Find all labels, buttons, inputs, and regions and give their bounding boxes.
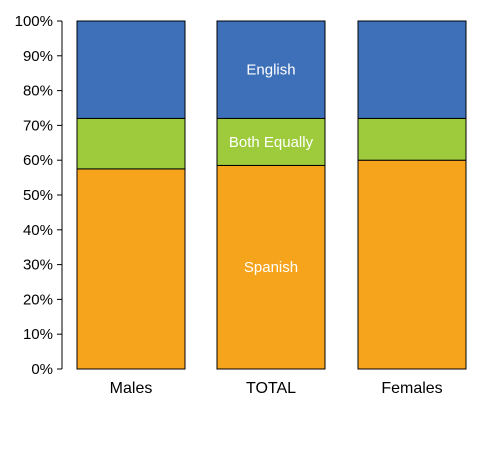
- segment-label: English: [246, 62, 295, 79]
- x-axis-labels: Males TOTAL Females: [110, 380, 443, 397]
- bar-segment-spanish: [216, 164, 326, 370]
- y-tick-label: 80%: [23, 83, 53, 100]
- x-category-label: TOTAL: [246, 380, 296, 397]
- x-category-label: Females: [381, 380, 442, 397]
- y-tick-label: 40%: [23, 222, 53, 239]
- y-tick-label: 10%: [23, 326, 53, 343]
- y-tick-label: 70%: [23, 117, 53, 134]
- bar-segment-english: [216, 20, 326, 119]
- bar-segment-spanish: [76, 168, 186, 370]
- bar-segment-english: [76, 20, 186, 119]
- segment-label: Spanish: [244, 259, 298, 276]
- y-tick-label: 100%: [15, 13, 53, 30]
- bars: Spanish Both Equally English: [76, 20, 467, 370]
- y-tick-label: 0%: [31, 361, 53, 378]
- y-tick-label: 20%: [23, 291, 53, 308]
- y-tick-label: 60%: [23, 152, 53, 169]
- y-tick-label: 90%: [23, 48, 53, 65]
- x-category-label: Males: [110, 380, 153, 397]
- segment-label: Both Equally: [229, 134, 314, 151]
- bar-segment-both-equally: [357, 117, 467, 161]
- y-tick-label: 30%: [23, 257, 53, 274]
- y-axis: 0% 10% 20% 30% 40% 50% 60% 70% 80% 90% 100%: [15, 13, 63, 378]
- y-tick-label: 50%: [23, 187, 53, 204]
- bar-segment-english: [357, 20, 467, 119]
- bar-segment-both-equally: [76, 117, 186, 170]
- bar-segment-spanish: [357, 159, 467, 370]
- bar-males: [76, 20, 186, 370]
- bar-total: Spanish Both Equally English: [216, 20, 326, 370]
- bar-females: [357, 20, 467, 370]
